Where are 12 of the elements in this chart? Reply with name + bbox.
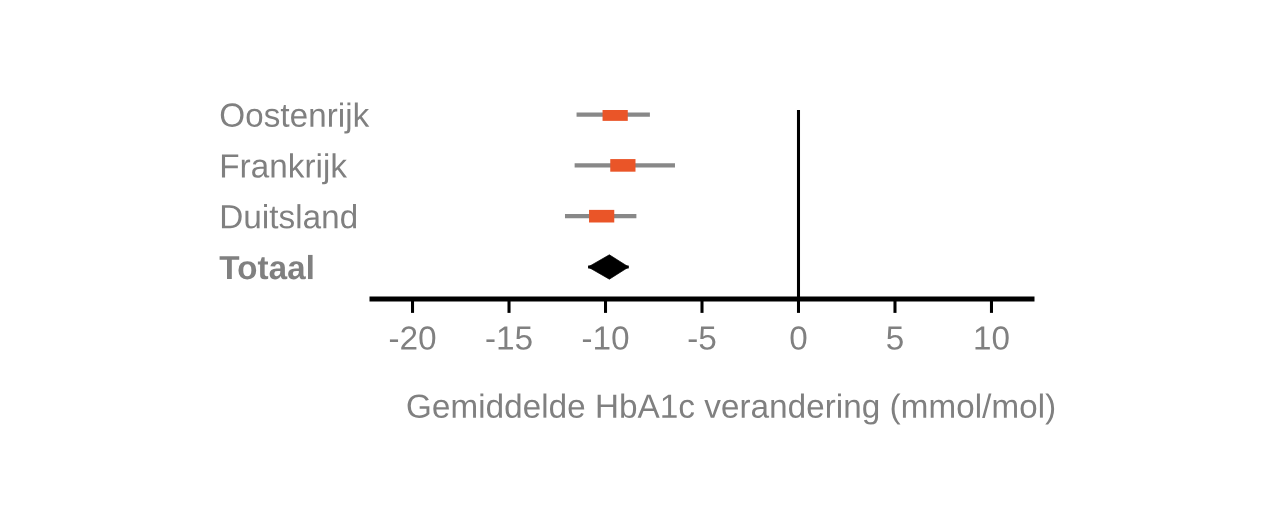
y-tick-label: Oostenrijk (220, 102, 370, 134)
x-tick-label: 0 (790, 326, 807, 350)
x-tick-label: -20 (389, 326, 436, 350)
x-tick-label: -15 (486, 326, 532, 350)
x-tick-label: -10 (582, 326, 629, 350)
x-tick-label: -5 (688, 326, 716, 350)
y-tick-label: Totaal (219, 254, 313, 280)
y-tick-label: Duitsland (221, 204, 357, 229)
x-tick-label: 10 (975, 326, 1009, 350)
y-tick-label: Frankrijk (221, 153, 348, 185)
x-axis-title: Gemiddelde HbA1c verandering (mmol/mol) (407, 393, 1055, 425)
x-tick-label: 5 (887, 326, 903, 350)
